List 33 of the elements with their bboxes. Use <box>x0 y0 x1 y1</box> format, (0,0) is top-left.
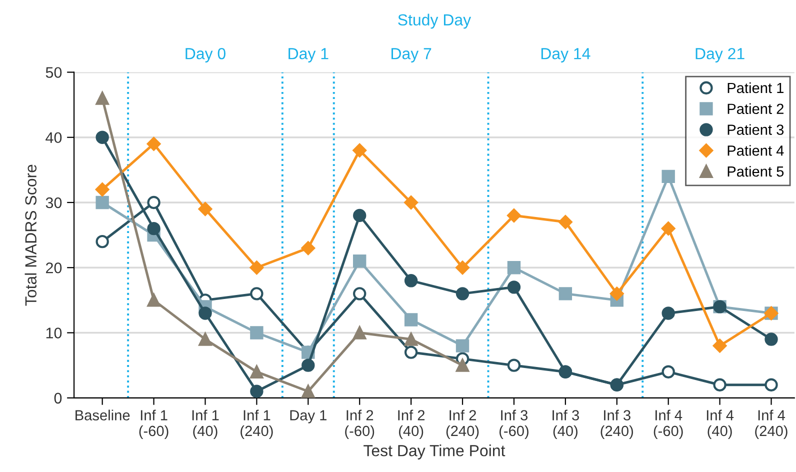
y-tick-label: 30 <box>46 197 62 208</box>
y-tick-label: 40 <box>46 132 62 144</box>
x-tick-label: Inf 2 (40) <box>398 410 425 439</box>
text: Day 14 <box>541 48 590 62</box>
x-tick-label: Day 1 <box>290 410 326 424</box>
text: Day 7 <box>392 48 432 62</box>
x-tick-label: Baseline <box>76 410 130 420</box>
y-tick-label: 20 <box>46 262 62 274</box>
x-tick-label: Inf 3 (40) <box>552 410 579 439</box>
x-tick-label: Inf 1 (240) <box>240 410 273 439</box>
y-tick-label: 50 <box>46 67 62 78</box>
legend-label: Patient 5 <box>728 166 784 177</box>
x-tick-label: Inf 4 (-60) <box>654 410 683 439</box>
x-tick-label: Inf 3 (-60) <box>499 410 528 439</box>
text: Day 0 <box>186 48 226 62</box>
x-axis-title: Test Day Time Point <box>364 444 506 460</box>
x-tick-label: Inf 2 (-60) <box>345 410 374 439</box>
x-tick-label: Inf 1 (-60) <box>139 410 168 439</box>
y-tick-label: 10 <box>46 328 62 338</box>
legend-label: Patient 4 <box>728 145 784 156</box>
legend-label: Patient 2 <box>728 103 784 114</box>
x-tick-label: Inf 1 (40) <box>192 410 219 439</box>
y-axis-title: Total MADRS Score <box>24 164 37 306</box>
x-tick-label: Inf 2 (240) <box>446 410 479 439</box>
x-tick-label: Inf 4 (40) <box>706 410 734 439</box>
x-tick-label: Inf 3 (240) <box>600 410 634 439</box>
text: Study Day <box>398 14 472 29</box>
x-tick-label: Inf 4 (240) <box>755 410 788 439</box>
text: Day 1 <box>288 48 328 62</box>
text: Day 21 <box>696 48 744 62</box>
legend-label: Patient 1 <box>728 82 784 94</box>
legend-label: Patient 3 <box>728 124 784 135</box>
y-tick-label: 0 <box>54 392 62 404</box>
